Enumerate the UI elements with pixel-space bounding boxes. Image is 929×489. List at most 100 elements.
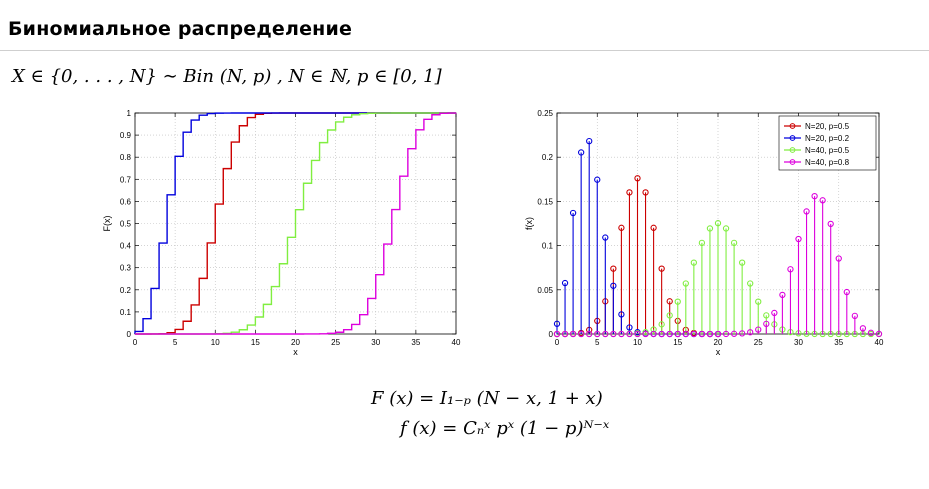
pmf-stem-marker	[626, 189, 633, 196]
pmf-stem-marker	[642, 189, 649, 196]
pmf-stem-marker	[674, 330, 681, 338]
cdf-ytick-label: 0.1	[120, 308, 132, 317]
pmf-stem-marker	[738, 330, 746, 337]
legend-swatch-marker	[789, 147, 796, 153]
pmf-stem-marker	[634, 175, 641, 182]
cdf-ytick-label: 1	[127, 109, 132, 118]
pmf-ytick-label: 0.25	[537, 109, 553, 118]
pmf-stem-marker	[594, 330, 601, 338]
cdf-ytick-label: 0.3	[120, 264, 132, 273]
pmf-stem-marker	[763, 320, 770, 327]
pmf-stem-marker	[690, 259, 697, 266]
pmf-stem-marker	[690, 330, 697, 338]
pmf-stem-marker	[698, 330, 706, 338]
pmf-stem-marker	[730, 330, 738, 337]
pmf-stem-marker	[827, 220, 834, 228]
cdf-xtick-label: 35	[411, 338, 420, 347]
pmf-stem-marker	[610, 265, 617, 272]
pmf-stem-marker	[795, 235, 802, 243]
pmf-stem-marker	[553, 330, 561, 338]
pmf-formula: f (x) = Cₙˣ pˣ (1 − p)ᴺ⁻ˣ	[400, 418, 610, 439]
pmf-stem-marker	[626, 324, 633, 331]
cdf-xtick-label: 15	[251, 338, 260, 347]
cdf-ytick-label: 0	[127, 330, 132, 339]
cdf-xtick-label: 30	[371, 338, 380, 347]
pmf-ytick-label: 0.1	[542, 242, 554, 251]
pmf-stem-marker	[634, 330, 641, 338]
cdf-xtick-label: 0	[133, 338, 138, 347]
pmf-stem-marker	[650, 224, 657, 231]
pmf-stem-marker	[698, 239, 706, 246]
pmf-stem-marker	[569, 330, 577, 338]
cdf-ytick-label: 0.7	[120, 175, 132, 184]
cdf-ytick-label: 0.2	[120, 286, 132, 295]
pmf-stem-marker	[714, 330, 722, 338]
pmf-xlabel: x	[716, 347, 721, 357]
pmf-stem-marker	[859, 325, 867, 332]
pmf-stem-marker	[642, 330, 649, 338]
pmf-stem-marker	[626, 330, 633, 338]
cdf-ytick-label: 0.5	[120, 220, 132, 229]
pmf-stem-marker	[610, 282, 617, 289]
pmf-stem-marker	[722, 225, 730, 232]
cdf-xtick-label: 10	[211, 338, 220, 347]
slide-title: Биномиальное распределение	[8, 18, 353, 40]
pmf-stem-marker	[803, 208, 810, 215]
legend-swatch-marker	[789, 135, 796, 141]
pmf-ytick-label: 0	[549, 330, 554, 339]
pmf-stem-marker	[674, 298, 681, 305]
pmf-stem-marker	[578, 330, 585, 338]
pmf-xtick-label: 25	[754, 338, 763, 347]
pmf-xtick-label: 30	[794, 338, 803, 347]
pmf-legend: N=20, p=0.5 N=20, p=0.2 N=40, p=0.5 N=40, p…	[778, 115, 877, 171]
pmf-stem-marker	[602, 234, 609, 241]
pmf-stem-marker	[569, 209, 577, 217]
pmf-xtick-label: 5	[595, 338, 600, 347]
pmf-stem-marker	[658, 265, 665, 272]
cdf-xtick-label: 20	[291, 338, 300, 347]
pmf-stem-marker	[561, 279, 569, 287]
cdf-xtick-label: 40	[452, 338, 461, 347]
pmf-stem-marker	[738, 259, 746, 266]
cdf-ytick-label: 0.4	[120, 242, 132, 251]
definition-formula: X ∈ {0, . . . , N} ∼ Bin (N, p) , N ∈ ℕ,…	[12, 66, 442, 87]
pmf-stem-marker	[779, 291, 786, 299]
pmf-stem-marker	[666, 298, 673, 305]
pmf-stem-marker	[618, 311, 625, 318]
pmf-stem-marker	[747, 329, 754, 336]
pmf-stem-marker	[747, 280, 754, 287]
pmf-xtick-label: 15	[673, 338, 682, 347]
pmf-stem-marker	[755, 298, 762, 305]
cdf-xlabel: x	[293, 347, 298, 357]
cdf-xtick-label: 5	[173, 338, 178, 347]
pmf-stem-marker	[763, 312, 770, 319]
pmf-stem-marker	[610, 330, 617, 338]
legend-swatch-marker	[789, 159, 796, 165]
pmf-stem-marker	[561, 330, 569, 338]
pmf-ytick-label: 0.2	[542, 153, 554, 162]
pmf-xtick-label: 10	[633, 338, 642, 347]
pmf-stem-marker	[650, 330, 657, 338]
cdf-ytick-label: 0.9	[120, 131, 132, 140]
pmf-stem-marker	[755, 326, 762, 333]
cdf-series-line	[135, 112, 457, 335]
pmf-ytick-label: 0.05	[537, 286, 553, 295]
title-divider	[0, 50, 929, 51]
pmf-stem-marker	[706, 225, 714, 232]
pmf-chart: 0 5 10 15 20 25 30 35 40 0 0.05 0.1 0.15 0.2 0.25 x f(x)…	[524, 109, 884, 357]
pmf-stem-marker	[875, 330, 883, 338]
pmf-stem-marker	[811, 192, 818, 200]
cdf-ytick-label: 0.8	[120, 153, 132, 162]
pmf-stem-marker	[578, 149, 585, 156]
pmf-ylabel: f(x)	[524, 217, 534, 230]
legend-swatch-marker	[789, 123, 796, 129]
cdf-ylabel: F(x)	[102, 216, 112, 232]
pmf-stem-marker	[771, 309, 778, 317]
cdf-ytick-label: 0.6	[120, 197, 132, 206]
pmf-stem-marker	[586, 330, 593, 338]
pmf-stem-marker	[650, 326, 657, 333]
pmf-xtick-label: 35	[834, 338, 843, 347]
pmf-ytick-label: 0.15	[537, 197, 553, 206]
pmf-stem-marker	[642, 328, 649, 336]
pmf-stem-marker	[835, 255, 842, 262]
